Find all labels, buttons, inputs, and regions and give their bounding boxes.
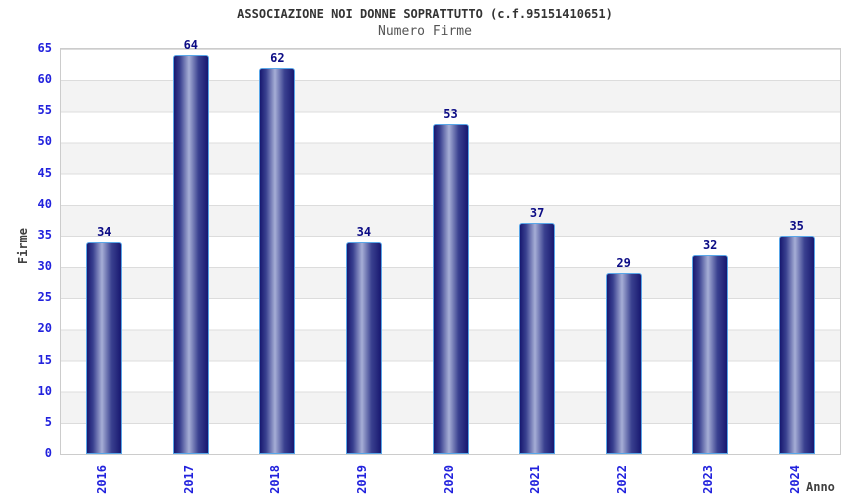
bar-value-label: 34: [97, 225, 112, 239]
bar-value-label: 62: [270, 51, 285, 65]
x-tick-label: 2023: [701, 465, 716, 494]
bar: [432, 124, 469, 454]
x-tick-label: 2019: [354, 465, 369, 494]
y-tick-label: 0: [44, 446, 52, 460]
x-tick-label: 2017: [181, 465, 196, 494]
bar: [778, 236, 815, 454]
y-tick-label: 15: [37, 352, 52, 367]
bar-value-label: 35: [789, 219, 804, 233]
chart-title: ASSOCIAZIONE NOI DONNE SOPRATTUTTO (c.f.…: [237, 7, 613, 21]
x-tick-label: 2021: [528, 465, 543, 494]
chart-subtitle: Numero Firme: [378, 24, 472, 39]
y-tick-label: 45: [37, 165, 52, 180]
y-tick-label: 60: [37, 72, 52, 87]
x-axis-title: Anno: [806, 480, 835, 494]
bar: [172, 55, 209, 454]
y-tick-label: 35: [37, 227, 52, 242]
y-tick-label: 30: [37, 259, 52, 274]
bar: [259, 68, 296, 454]
y-tick-label: 40: [37, 196, 52, 211]
x-tick-label: 2022: [614, 465, 629, 494]
y-tick-label: 55: [37, 103, 52, 118]
x-tick-label: 2018: [268, 465, 283, 494]
y-tick-label: 50: [37, 134, 52, 149]
bar-value-label: 37: [529, 206, 545, 220]
plot-area: 34 64 62 34 53 37 29 32 35: [60, 38, 841, 455]
bar: [692, 255, 729, 454]
bar: [605, 273, 642, 454]
bar-value-label: 32: [702, 238, 718, 252]
y-tick-label: 20: [37, 321, 52, 336]
bar-value-label: 29: [616, 256, 631, 270]
y-tick-label: 5: [44, 414, 52, 429]
y-tick-label: 65: [37, 41, 52, 55]
x-axis: 2016 2017 2018 2019 2020 2021 2022 2023 2024: [60, 461, 841, 500]
y-tick-label: 10: [37, 383, 52, 398]
bar: [519, 223, 556, 454]
x-tick-label: 2016: [95, 465, 110, 494]
bar-value-label: 34: [356, 225, 372, 239]
bar: [345, 242, 382, 454]
bar-value-label: 64: [183, 38, 199, 52]
y-axis: 0 5 10 15 20 25 30 35 40 45 50 55 60 65: [0, 41, 52, 460]
bar: [86, 242, 123, 454]
bar-value-label: 53: [443, 107, 458, 121]
y-tick-label: 25: [37, 290, 52, 305]
x-tick-label: 2020: [441, 465, 456, 494]
x-tick-label: 2024: [787, 465, 802, 494]
